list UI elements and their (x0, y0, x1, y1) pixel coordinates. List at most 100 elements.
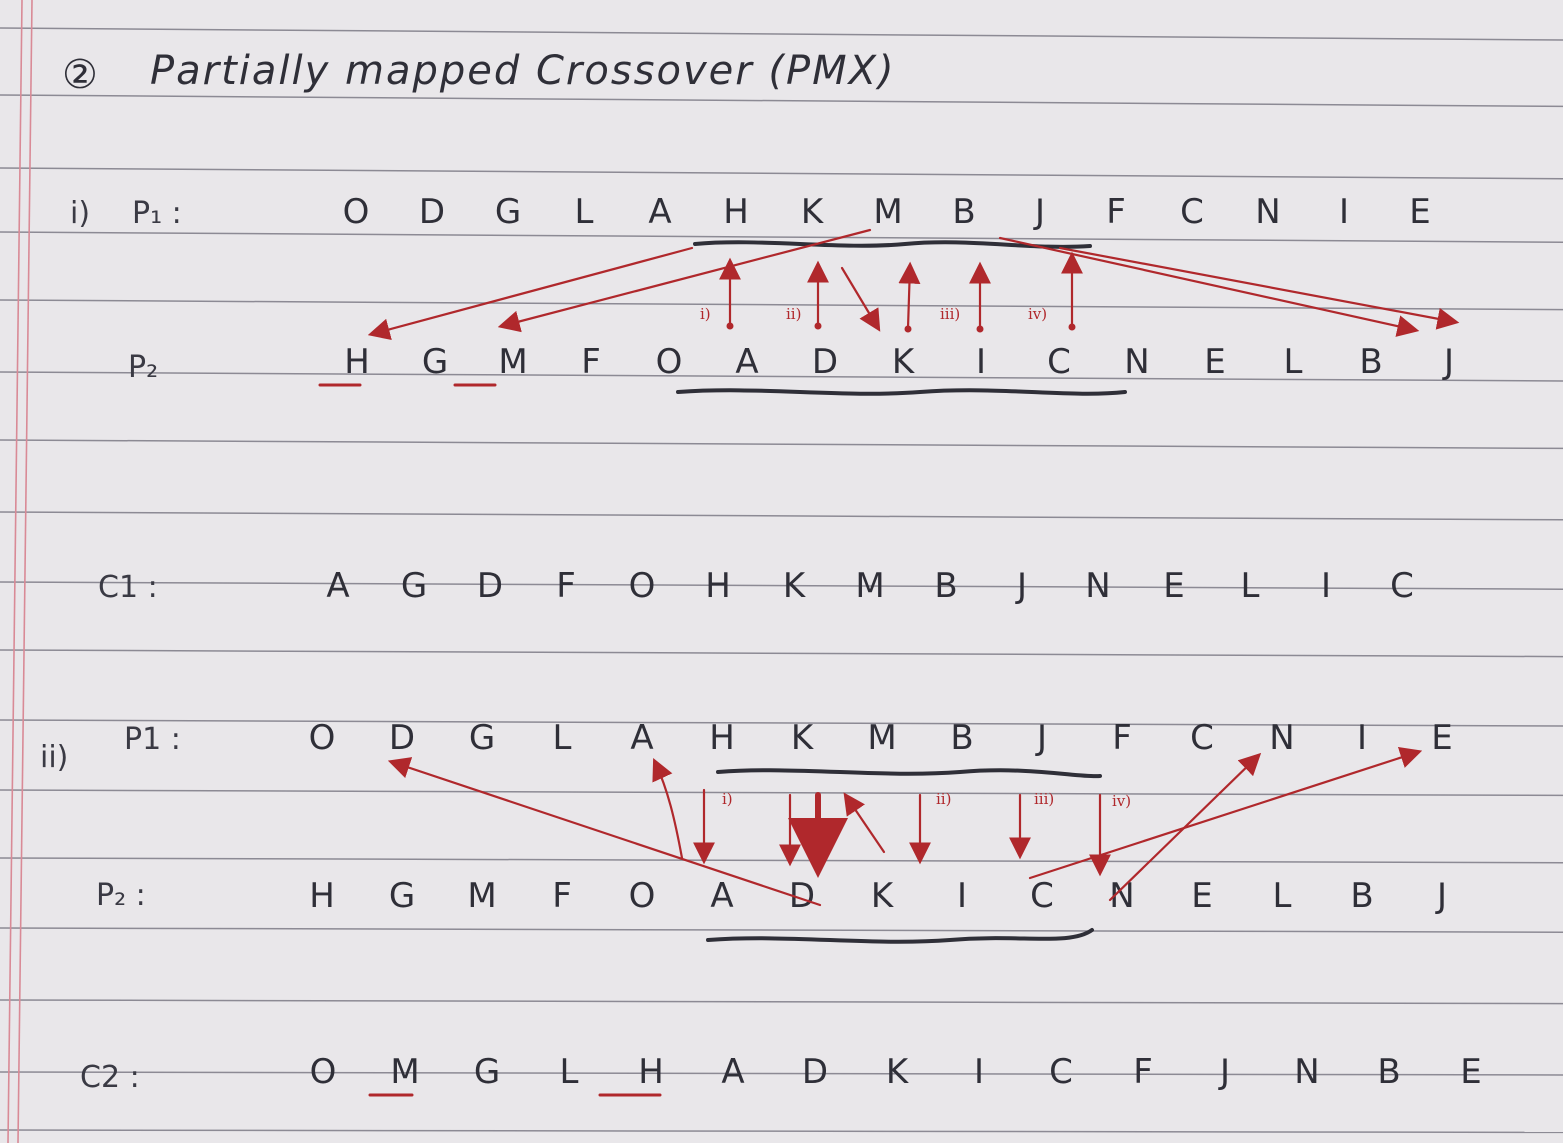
ruled-line (0, 789, 1563, 797)
ii-p1-gene: C (1190, 718, 1214, 758)
i-p2-gene: H (344, 342, 370, 382)
i-p1-gene: E (1409, 192, 1431, 232)
ii-p1-gene: L (552, 718, 572, 758)
i-p1-gene: C (1180, 192, 1204, 232)
i-p1-gene: N (1255, 192, 1281, 232)
i-p1-gene: F (1106, 192, 1126, 232)
title-number: ② (62, 52, 100, 98)
ruled-line (0, 231, 1563, 243)
ii-p2-gene: B (1350, 876, 1374, 916)
i-p1-gene: M (873, 192, 903, 232)
section-ii-p2-label: P₂ : (96, 878, 146, 913)
segment-underline-ii-p1 (716, 768, 1102, 779)
i-p1-gene: H (723, 192, 749, 232)
c1-gene: C (1390, 566, 1414, 606)
c1-gene: H (705, 566, 731, 606)
c2-gene: C (1049, 1052, 1073, 1092)
arrow-ii-diag (843, 792, 886, 854)
c1-gene: B (934, 566, 958, 606)
i-p1-gene: A (648, 192, 672, 232)
section-ii-step-label: iv) (1112, 792, 1132, 810)
section-i-step-label: i) (700, 305, 711, 323)
i-p1-gene: K (800, 192, 824, 232)
ii-p1-gene: H (709, 718, 735, 758)
c1-gene: G (400, 566, 428, 606)
i-p1-gene: G (494, 192, 522, 232)
section-i-marker: i) (70, 196, 91, 231)
i-p2-gene: O (655, 342, 683, 382)
section-ii-step-label: i) (722, 790, 733, 808)
section-ii-p1-label: P1 : (124, 722, 181, 757)
c1-gene: O (628, 566, 656, 606)
c1-gene: E (1163, 566, 1185, 606)
margin-line (7, 0, 23, 1143)
ruled-line (0, 927, 1563, 933)
ii-p2-gene: L (1272, 876, 1292, 916)
c1-gene: D (476, 566, 504, 606)
ii-p1-gene: B (950, 718, 974, 758)
section-ii-marker: ii) (40, 740, 69, 775)
c2-gene: M (390, 1052, 420, 1092)
c1-gene: N (1085, 566, 1111, 606)
arrow-ii-to-a (652, 758, 684, 860)
ii-p2-gene: G (388, 876, 416, 916)
section-ii-step-label: ii) (936, 790, 952, 808)
c1-gene: L (1240, 566, 1260, 606)
arrow-i-to-b (998, 236, 1420, 337)
c2-gene: F (1133, 1052, 1153, 1092)
ruled-line (0, 719, 1563, 727)
c1-gene: K (782, 566, 806, 606)
arrow-ii-to-n (1028, 746, 1423, 880)
section-ii-step-label: iii) (1034, 790, 1055, 808)
c2-gene: G (473, 1052, 501, 1092)
segment-underline-ii-p2 (706, 928, 1094, 944)
ruled-line (0, 299, 1563, 311)
i-p1-gene: I (1338, 192, 1350, 232)
ii-p1-gene: O (308, 718, 336, 758)
ii-p2-gene: K (870, 876, 894, 916)
i-p2-gene: G (421, 342, 449, 382)
c2-gene: J (1219, 1052, 1231, 1092)
c2-gene: N (1294, 1052, 1320, 1092)
margin-line (17, 0, 33, 1143)
c2-gene: D (801, 1052, 829, 1092)
ruled-line (0, 1071, 1563, 1076)
arrow-i-diag-k (840, 266, 881, 332)
section-i-step-label: iv) (1028, 305, 1048, 323)
c2-gene: E (1460, 1052, 1482, 1092)
ruled-line (0, 27, 1563, 41)
ii-p1-gene: J (1036, 718, 1048, 758)
ii-p2-gene: F (552, 876, 572, 916)
ruled-line (0, 511, 1563, 521)
c1-gene: F (556, 566, 576, 606)
ruled-line (0, 649, 1563, 658)
ii-p2-gene: E (1191, 876, 1213, 916)
section-i-p2-label: P₂ (128, 350, 159, 385)
section-i-step-label: ii) (786, 305, 802, 323)
section-i-step-label: iii) (940, 305, 961, 323)
section-i-p1-label: P₁ : (132, 196, 182, 231)
i-p1-gene: J (1034, 192, 1046, 232)
i-p2-gene: J (1443, 342, 1455, 382)
i-p2-gene: E (1204, 342, 1226, 382)
ii-p1-gene: F (1112, 718, 1132, 758)
c2-gene: B (1377, 1052, 1401, 1092)
c2-gene: K (885, 1052, 909, 1092)
i-p2-gene: B (1359, 342, 1383, 382)
ii-p1-gene: K (790, 718, 814, 758)
ii-p2-gene: I (956, 876, 968, 916)
c2-gene: L (559, 1052, 579, 1092)
ii-p1-gene: E (1431, 718, 1453, 758)
section-i-child-label: C1 : (98, 570, 158, 605)
i-p1-gene: L (574, 192, 594, 232)
ruled-line (0, 439, 1563, 450)
ii-p1-gene: D (388, 718, 416, 758)
ruled-line (0, 999, 1563, 1005)
i-p2-gene: D (811, 342, 839, 382)
